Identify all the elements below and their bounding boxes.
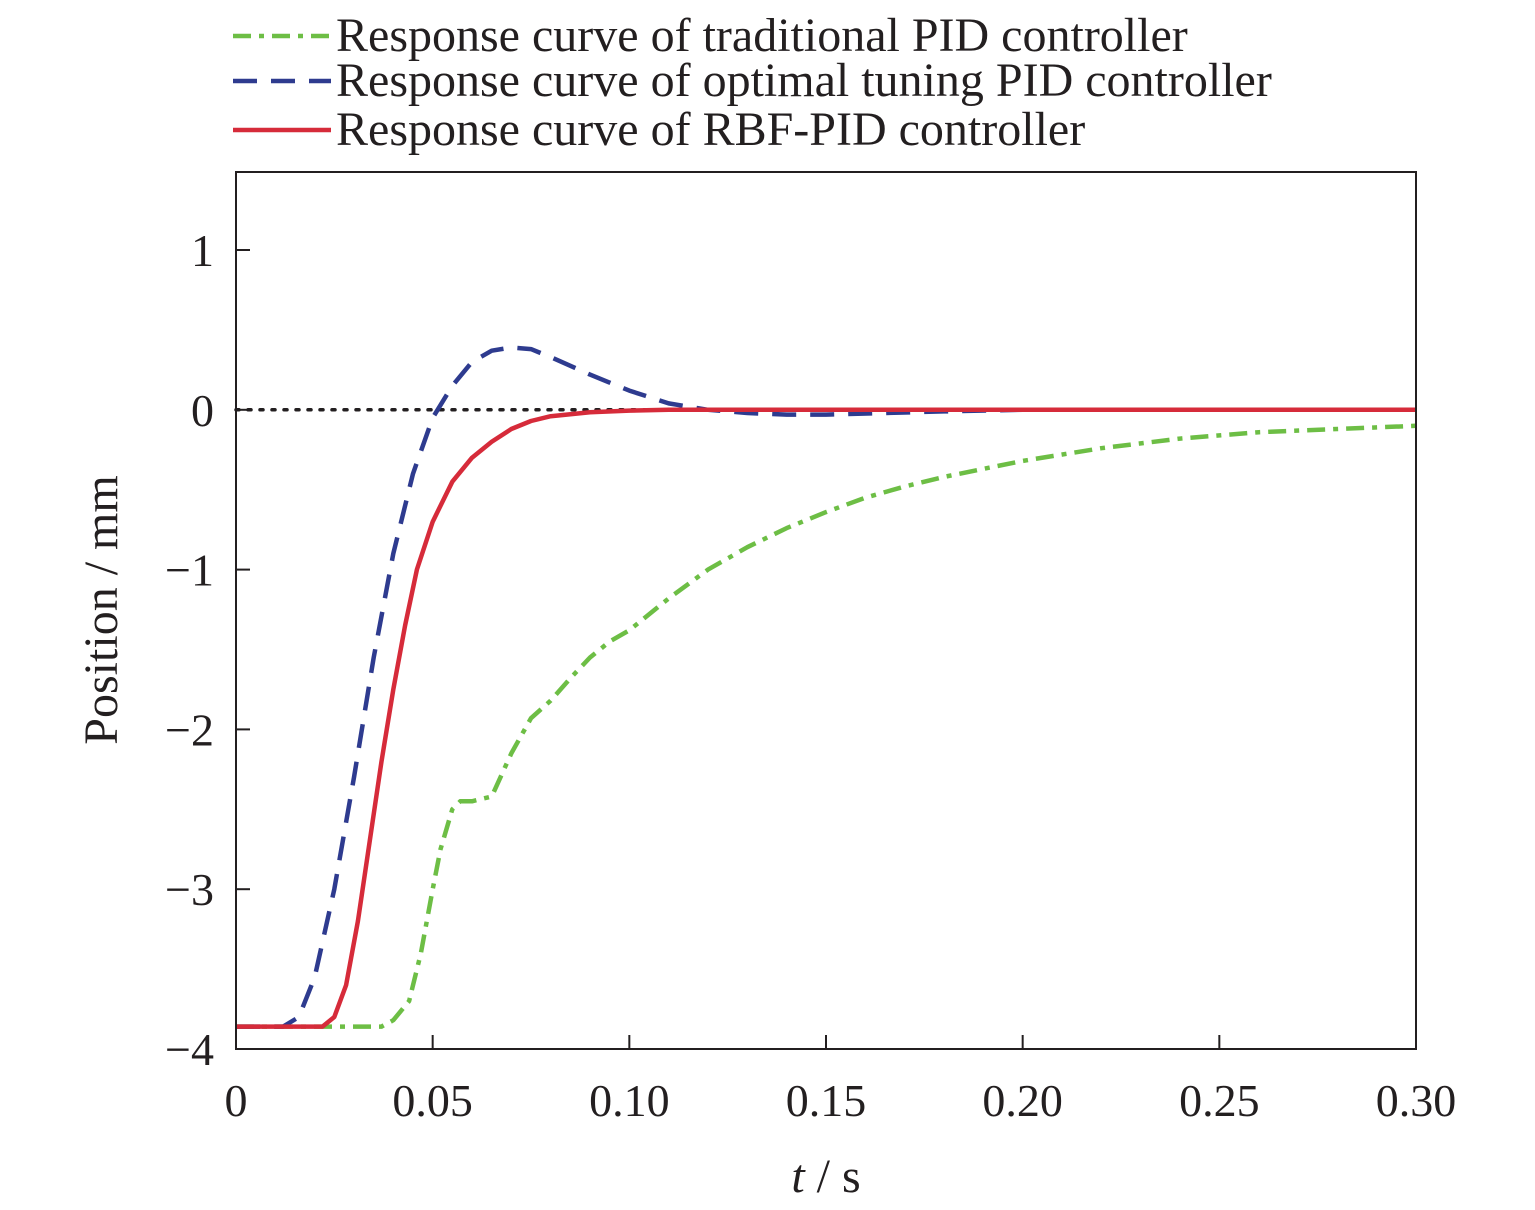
legend-label-1: Response curve of traditional PID contro… <box>336 9 1188 62</box>
y-tick-label: 0 <box>191 385 214 436</box>
y-tick-label: −2 <box>165 704 214 755</box>
x-tick-label: 0.10 <box>589 1075 670 1126</box>
y-tick-label: −4 <box>165 1024 214 1075</box>
ticks-layer: 0 0.05 0.10 0.15 0.20 0.25 0.30 1 0 −1 −2 −3 −4 <box>165 225 1456 1126</box>
x-tick-label: 0 <box>225 1075 248 1126</box>
legend-label-3: Response curve of RBF-PID controller <box>336 103 1085 156</box>
x-tick-label: 0.15 <box>786 1075 867 1126</box>
plot-frame <box>235 171 1417 1050</box>
x-tick-label: 0.30 <box>1376 1075 1457 1126</box>
x-axis-title: t / s <box>791 1150 860 1203</box>
x-tick-label: 0.25 <box>1179 1075 1260 1126</box>
series-layer <box>234 345 1418 1029</box>
y-tick-label: −3 <box>165 864 214 915</box>
y-tick-label: −1 <box>165 545 214 596</box>
x-axis-unit: / s <box>805 1150 861 1203</box>
y-tick-label: 1 <box>191 225 214 276</box>
legend: Response curve of traditional PID contro… <box>233 9 1272 156</box>
x-axis-variable: t <box>791 1150 806 1203</box>
x-tick-label: 0.05 <box>392 1075 473 1126</box>
series-line-2 <box>236 345 1416 1029</box>
series-line-3 <box>236 407 1416 1029</box>
x-tick-label: 0.20 <box>982 1075 1063 1126</box>
series-line-1 <box>236 423 1417 1029</box>
y-axis-title: Position / mm <box>75 475 128 744</box>
legend-label-2: Response curve of optimal tuning PID con… <box>336 54 1272 107</box>
